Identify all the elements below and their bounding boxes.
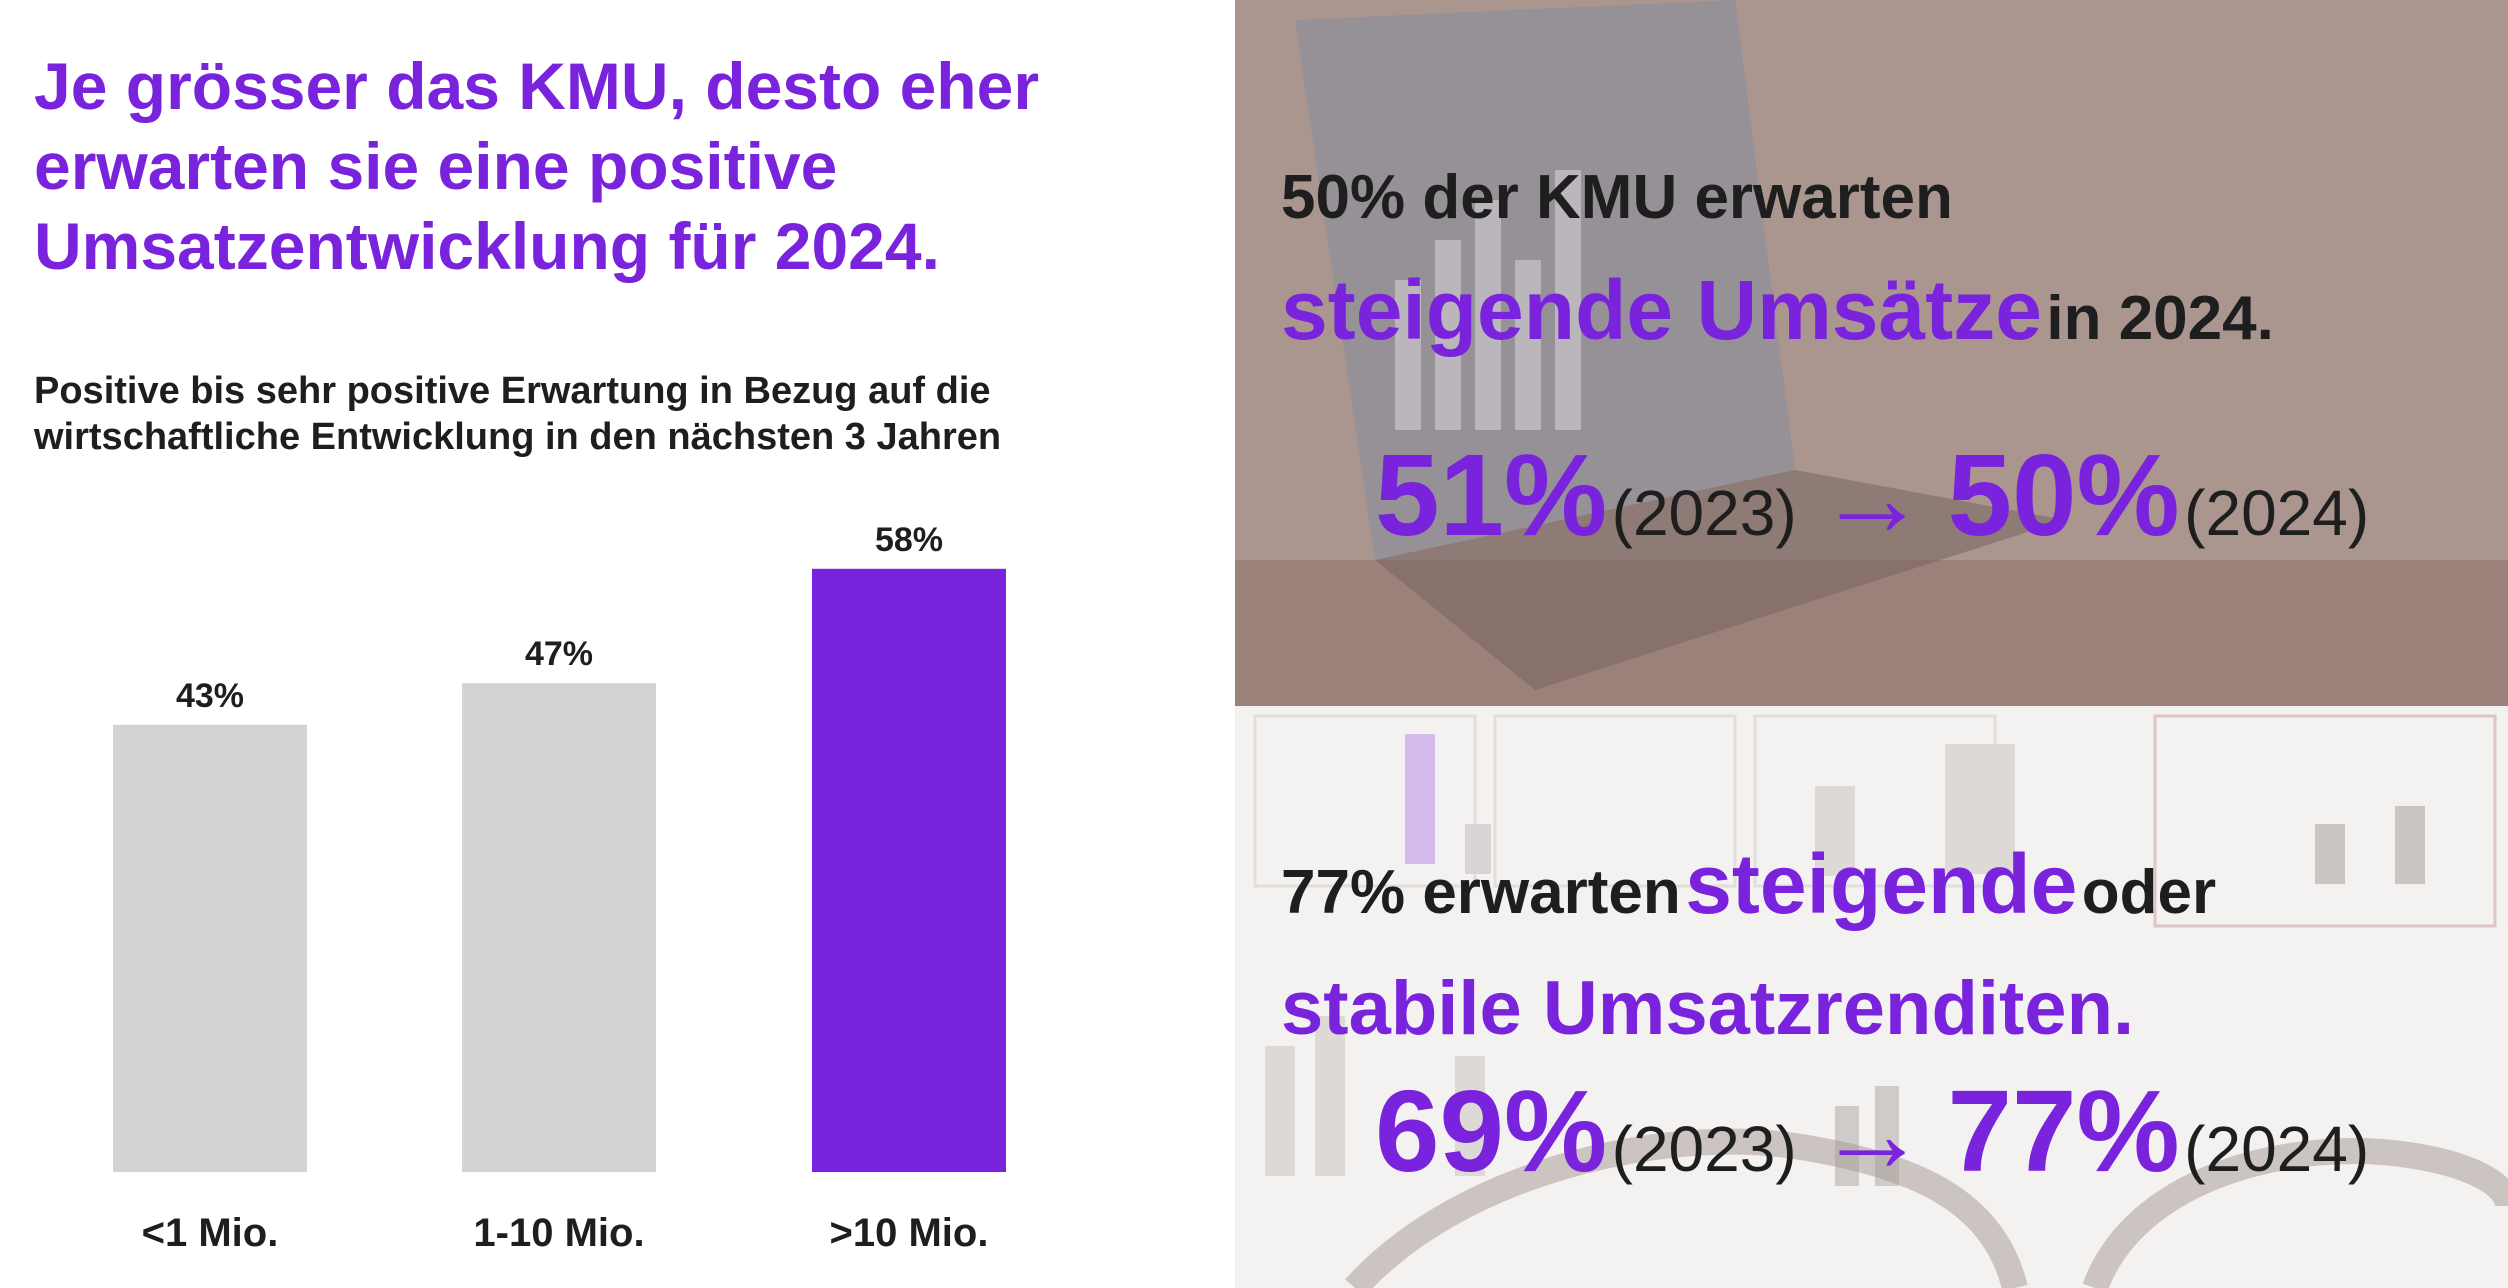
statement-mid: oder [2081, 858, 2217, 927]
chart-section: Je grösser das KMU, desto eher erwarten … [0, 0, 1235, 1288]
sales-expectation-panel: 50% der KMU erwarten steigende Umsätze i… [1235, 0, 2508, 706]
laptop-background-photo [1235, 0, 2508, 706]
value-2024: 77% [1947, 1066, 2180, 1196]
sales-comparison: 51% (2023) → 50% (2024) [1375, 428, 2505, 562]
headline: Je grösser das KMU, desto eher erwarten … [34, 49, 1040, 283]
value-2024: 50% [1947, 430, 2180, 560]
statement-lead: 77% erwarten [1281, 858, 1681, 927]
margin-expectation-panel: 77% erwarten steigende oder stabile Umsa… [1235, 706, 2508, 1288]
category-label-1: <1 Mio. [142, 1211, 279, 1255]
printout-background-photo [1235, 706, 2508, 1288]
sales-statement: 50% der KMU erwarten steigende Umsätze i… [1281, 150, 2501, 383]
data-label-2: 47% [525, 635, 593, 673]
statement-accent-1: steigende [1685, 837, 2078, 931]
category-label-2: 1-10 Mio. [473, 1211, 644, 1255]
chart-subtitle: Positive bis sehr positive Erwartung in … [34, 370, 1002, 458]
statement-tail: in 2024. [2046, 284, 2274, 353]
statement-accent: steigende Umsätze [1281, 263, 2042, 357]
data-label-3: 58% [875, 521, 943, 559]
year-2023: (2023) [1611, 1113, 1797, 1185]
key-figures-section: 50% der KMU erwarten steigende Umsätze i… [1235, 0, 2508, 1288]
arrow-right-icon: → [1817, 1072, 1928, 1195]
bar-1 [113, 724, 307, 1172]
bar-3 [812, 568, 1006, 1172]
margin-statement: 77% erwarten steigende oder stabile Umsa… [1281, 834, 2501, 1080]
bar-2 [462, 683, 656, 1172]
year-2024: (2024) [2184, 477, 2370, 549]
year-2024: (2024) [2184, 1113, 2370, 1185]
year-2023: (2023) [1611, 477, 1797, 549]
bar-chart: 43% <1 Mio. 47% 1-10 Mio. 58% >10 Mio. [113, 521, 1006, 1255]
category-label-3: >10 Mio. [830, 1211, 989, 1255]
arrow-right-icon: → [1817, 436, 1928, 559]
statement-lead: 50% der KMU erwarten [1281, 163, 1953, 232]
value-2023: 69% [1375, 1066, 1608, 1196]
value-2023: 51% [1375, 430, 1608, 560]
statement-accent-2: stabile Umsatzrenditen. [1281, 966, 2135, 1051]
margin-comparison: 69% (2023) → 77% (2024) [1375, 1064, 2505, 1198]
data-label-1: 43% [176, 677, 244, 715]
